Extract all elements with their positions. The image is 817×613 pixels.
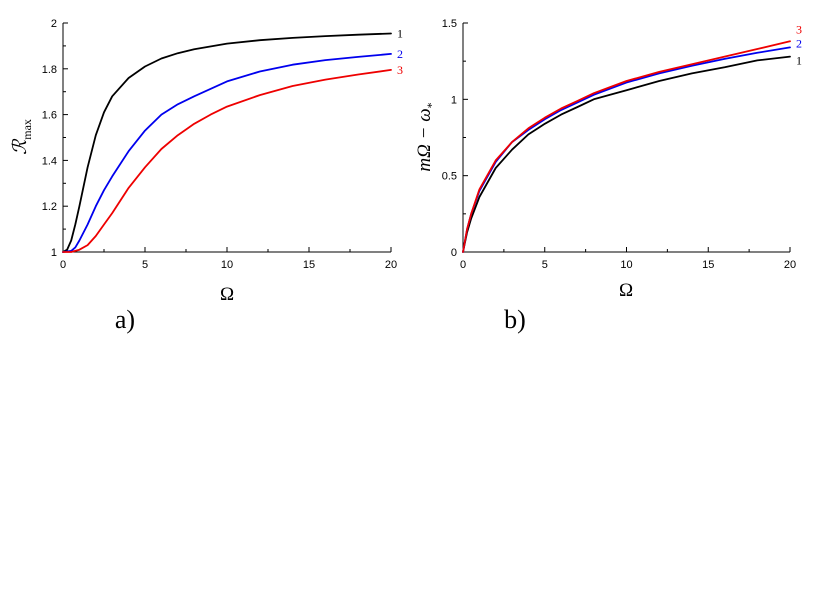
y-tick-label: 1 bbox=[451, 94, 457, 106]
series-label-3: 3 bbox=[397, 63, 403, 77]
series-label-2: 2 bbox=[397, 47, 403, 61]
y-axis-label: mΩ − ω* bbox=[414, 102, 438, 171]
x-tick-label: 10 bbox=[620, 259, 632, 271]
x-tick-label: 0 bbox=[60, 259, 66, 271]
series-label-3: 3 bbox=[796, 22, 802, 36]
y-axis-label-main: ℛ bbox=[10, 138, 31, 155]
y-tick-label: 0.5 bbox=[442, 171, 457, 183]
x-tick-label: 0 bbox=[460, 259, 466, 271]
x-tick-label: 20 bbox=[385, 259, 397, 271]
y-axis-label-sub: * bbox=[424, 102, 438, 108]
y-tick-label: 1 bbox=[51, 247, 57, 259]
x-axis-label: Ω bbox=[220, 284, 234, 305]
series-line-3 bbox=[462, 40, 791, 253]
y-axis-label-main: mΩ − ω bbox=[414, 108, 435, 171]
y-tick-label: 1.2 bbox=[42, 201, 57, 213]
y-tick-label: 2 bbox=[51, 18, 57, 30]
panel-label: a) bbox=[115, 305, 135, 334]
y-tick-label: 1.8 bbox=[42, 64, 57, 76]
series-line-2 bbox=[62, 53, 392, 253]
y-tick-label: 1.4 bbox=[42, 155, 57, 167]
chart-panel-a: 0 5 10 15 20 1 1.2 1.4 1.6 1.8 2 1 2 3 Ω ℛmax a) bbox=[10, 18, 403, 334]
x-tick-label: 20 bbox=[784, 259, 796, 271]
series-label-1: 1 bbox=[397, 27, 403, 41]
y-tick-label: 1.5 bbox=[442, 18, 457, 30]
y-axis-label: ℛmax bbox=[10, 119, 34, 155]
x-tick-label: 5 bbox=[142, 259, 148, 271]
series-line-1 bbox=[62, 32, 392, 253]
series-line-1 bbox=[462, 55, 791, 253]
x-tick-label: 15 bbox=[303, 259, 315, 271]
series-label-1: 1 bbox=[796, 54, 802, 68]
y-tick-label: 1.6 bbox=[42, 110, 57, 122]
x-tick-label: 5 bbox=[542, 259, 548, 271]
x-tick-label: 10 bbox=[221, 259, 233, 271]
x-axis-label: Ω bbox=[619, 280, 633, 301]
x-tick-label: 15 bbox=[702, 259, 714, 271]
series-label-2: 2 bbox=[796, 36, 802, 50]
y-tick-label: 0 bbox=[451, 247, 457, 259]
chart-panel-b: 0 5 10 15 20 0 0.5 1 1.5 1 23 ΩmΩ − ω* b) bbox=[414, 18, 802, 334]
panel-label: b) bbox=[504, 305, 526, 334]
series-line-3 bbox=[62, 69, 392, 253]
y-axis-label-sub: max bbox=[20, 119, 34, 140]
